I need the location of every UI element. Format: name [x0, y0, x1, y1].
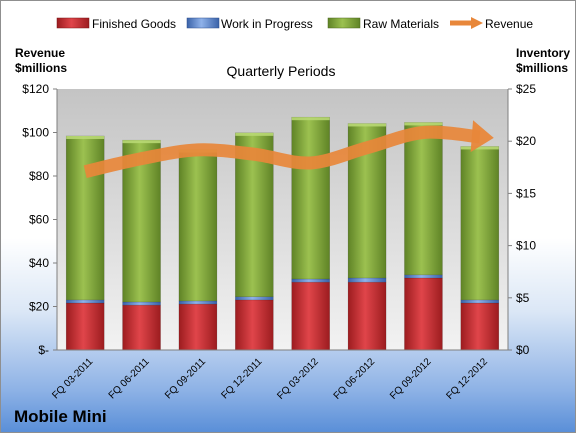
- chart-title: Quarterly Periods: [227, 63, 336, 79]
- left-tick-label: $-: [38, 343, 49, 357]
- x-tick-label: FQ 06-2011: [107, 356, 152, 401]
- bar-finished-goods-fq-12-2011: [235, 299, 274, 351]
- x-tick-label: FQ 03-2012: [275, 356, 321, 402]
- left-tick-label: $60: [29, 213, 49, 227]
- legend-swatch-work-in-progress: [186, 17, 220, 29]
- bar-raw-materials-fq-09-2011: [178, 149, 218, 302]
- bar-cap-fq-03-2011: [66, 135, 105, 139]
- bar-raw-materials-fq-12-2012: [460, 146, 500, 301]
- bar-cap-fq-06-2012: [348, 123, 387, 127]
- bar-finished-goods-fq-03-2011: [65, 302, 105, 351]
- bar-cap-fq-06-2011: [122, 140, 161, 144]
- right-tick-label: $0: [516, 343, 530, 357]
- bar-work-in-progress-fq-06-2012: [347, 277, 387, 283]
- x-tick-label: FQ 03-2011: [50, 356, 95, 401]
- left-axis-title-line2: $millions: [15, 61, 67, 75]
- bar-work-in-progress-fq-03-2011: [65, 299, 105, 304]
- bar-raw-materials-fq-03-2012: [291, 116, 330, 280]
- legend-label-raw-materials: Raw Materials: [363, 17, 439, 31]
- bar-cap-fq-09-2012: [404, 122, 443, 126]
- bar-finished-goods-fq-09-2012: [404, 277, 443, 351]
- revenue-arrowhead: [470, 120, 494, 153]
- bar-work-in-progress-fq-12-2011: [235, 296, 274, 301]
- legend: Finished Goods Work in Progress Raw Mate…: [56, 17, 533, 31]
- left-tick-label: $80: [29, 169, 49, 183]
- bar-work-in-progress-fq-12-2012: [460, 299, 500, 304]
- bar-cap-fq-12-2012: [460, 146, 499, 150]
- right-axis-title-line2: $millions: [516, 61, 568, 75]
- bar-cap-fq-03-2012: [291, 117, 330, 121]
- left-tick-label: $100: [22, 126, 49, 140]
- bar-finished-goods-fq-12-2012: [460, 302, 500, 351]
- right-tick-label: $5: [516, 291, 530, 305]
- x-tick-label: FQ 12-2011: [219, 356, 264, 401]
- x-tick-label: FQ 12-2012: [444, 356, 490, 402]
- x-tick-label: FQ 09-2012: [388, 356, 434, 402]
- left-tick-label: $40: [29, 256, 49, 270]
- bar-work-in-progress-fq-06-2011: [122, 301, 161, 306]
- bar-raw-materials-fq-09-2012: [404, 122, 443, 276]
- left-axis-title-line1: Revenue: [15, 46, 65, 60]
- bar-finished-goods-fq-03-2012: [291, 281, 330, 351]
- left-tick-label: $20: [29, 300, 49, 314]
- bar-finished-goods-fq-06-2011: [122, 304, 161, 351]
- bar-work-in-progress-fq-09-2012: [404, 274, 443, 279]
- legend-label-work-in-progress: Work in Progress: [221, 17, 313, 31]
- legend-label-revenue: Revenue: [485, 17, 533, 31]
- bar-raw-materials-fq-03-2011: [65, 135, 105, 301]
- legend-swatch-finished-goods: [56, 17, 90, 29]
- right-tick-label: $15: [516, 186, 536, 200]
- x-tick-label: FQ 06-2012: [332, 356, 378, 402]
- right-tick-label: $25: [516, 82, 536, 96]
- right-tick-label: $10: [516, 239, 536, 253]
- company-name: Mobile Mini: [14, 407, 107, 426]
- bar-cap-fq-12-2011: [235, 132, 274, 136]
- bar-finished-goods-fq-06-2012: [347, 281, 387, 351]
- legend-swatch-revenue: [450, 17, 483, 29]
- bar-work-in-progress-fq-03-2012: [291, 278, 330, 283]
- legend-swatch-raw-materials: [327, 17, 361, 29]
- bar-work-in-progress-fq-09-2011: [178, 300, 218, 305]
- right-tick-label: $20: [516, 134, 536, 148]
- legend-label-finished-goods: Finished Goods: [92, 17, 176, 31]
- left-tick-label: $120: [22, 82, 49, 96]
- right-axis-title-line1: Inventory: [516, 46, 570, 60]
- x-tick-label: FQ 09-2011: [163, 356, 208, 401]
- revenue-line: [83, 125, 481, 178]
- bar-finished-goods-fq-09-2011: [178, 303, 218, 351]
